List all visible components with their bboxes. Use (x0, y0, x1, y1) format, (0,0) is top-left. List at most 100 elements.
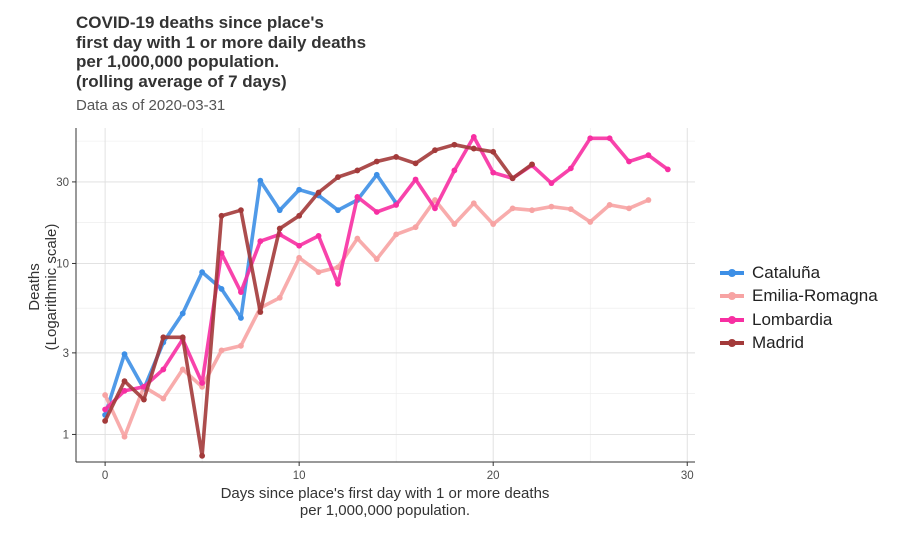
legend-item-madrid: Madrid (720, 332, 878, 356)
data-point (238, 289, 244, 296)
data-point (587, 135, 594, 142)
y-axis-label-line: Deaths (26, 263, 43, 311)
legend-label: Lombardia (752, 309, 833, 329)
data-point (587, 219, 594, 225)
chart-title-line: (rolling average of 7 days) (76, 71, 287, 91)
data-point (179, 366, 186, 373)
data-point (276, 294, 283, 301)
data-point (373, 171, 380, 178)
data-point (199, 452, 206, 459)
data-point (567, 165, 574, 172)
chart-title-line: COVID-19 deaths since place's (76, 13, 324, 32)
chart-subtitle: Data as of 2020-03-31 (76, 97, 226, 114)
data-point (470, 133, 477, 140)
data-point (199, 269, 206, 276)
legend-label: Madrid (752, 333, 804, 353)
data-point (276, 207, 283, 214)
data-point (606, 135, 613, 142)
data-point (179, 334, 186, 341)
data-point (645, 152, 652, 159)
data-point (432, 147, 438, 154)
data-point (296, 242, 303, 249)
data-point (179, 310, 186, 317)
data-point (393, 231, 400, 238)
data-point (490, 221, 497, 227)
data-point (257, 238, 264, 245)
data-point (121, 433, 128, 440)
y-tick-label: 1 (63, 429, 69, 441)
data-point (509, 205, 516, 212)
data-point (315, 189, 322, 196)
data-point (160, 366, 167, 373)
legend-swatch-dot (728, 315, 736, 324)
data-point (470, 200, 477, 207)
data-point (529, 207, 535, 214)
data-point (296, 212, 303, 219)
data-point (509, 175, 516, 182)
data-point (199, 380, 206, 386)
data-point (276, 225, 283, 232)
legend-item-cataluna: Cataluña (720, 261, 878, 285)
x-tick-label: 10 (293, 470, 306, 482)
legend-swatch-dot (728, 268, 736, 277)
data-point (606, 202, 613, 208)
x-tick-label: 30 (681, 470, 694, 482)
data-point (335, 207, 341, 214)
data-point (451, 221, 458, 227)
legend-item-lombardia: Lombardia (720, 308, 878, 332)
y-tick-label: 10 (56, 258, 69, 270)
data-point (315, 269, 322, 276)
data-point (412, 224, 419, 231)
x-axis-label: Days since place's first day with 1 or m… (76, 485, 694, 519)
data-point (645, 197, 652, 203)
data-point (218, 286, 225, 292)
data-point (451, 167, 458, 174)
data-point (315, 232, 322, 239)
data-point (102, 418, 109, 424)
legend-swatch-dot (728, 339, 736, 348)
data-point (121, 378, 128, 385)
data-point (567, 206, 574, 212)
data-point (238, 342, 244, 349)
data-point (548, 180, 555, 187)
data-point (218, 347, 225, 354)
data-point (102, 392, 109, 398)
data-point (257, 177, 264, 184)
data-point (121, 387, 128, 394)
data-point (141, 396, 147, 403)
data-point (470, 145, 477, 152)
series-line (103, 135, 670, 412)
data-point (141, 383, 147, 390)
data-point (548, 203, 555, 210)
data-point (373, 158, 380, 165)
data-point (335, 264, 341, 271)
legend-swatch (720, 337, 744, 349)
x-axis-label-line: per 1,000,000 population. (299, 502, 471, 519)
legend-swatch (720, 314, 744, 326)
y-tick-label: 30 (56, 177, 69, 189)
data-point (432, 205, 438, 212)
chart-title-line: first day with 1 or more daily deaths (76, 32, 367, 52)
y-tick-label: 3 (63, 348, 69, 360)
data-point (373, 256, 380, 263)
legend: Cataluña Emilia-Romagna Lombardia Madrid (720, 261, 878, 355)
data-point (626, 158, 632, 165)
legend-swatch (720, 267, 744, 279)
data-point (257, 309, 264, 315)
x-axis-label-line: Days since place's first day with 1 or m… (220, 485, 550, 502)
x-tick-label: 0 (102, 470, 108, 482)
legend-label: Emilia-Romagna (752, 286, 878, 306)
legend-swatch-dot (728, 292, 736, 301)
data-point (296, 254, 303, 261)
legend-item-emilia-romagna: Emilia-Romagna (720, 285, 878, 309)
data-point (335, 280, 341, 287)
data-point (490, 148, 497, 155)
data-point (412, 176, 419, 183)
data-point (160, 395, 167, 402)
data-point (354, 194, 361, 200)
data-point (412, 160, 419, 167)
legend-label: Cataluña (752, 262, 821, 282)
data-point (296, 186, 303, 193)
data-point (451, 141, 458, 148)
